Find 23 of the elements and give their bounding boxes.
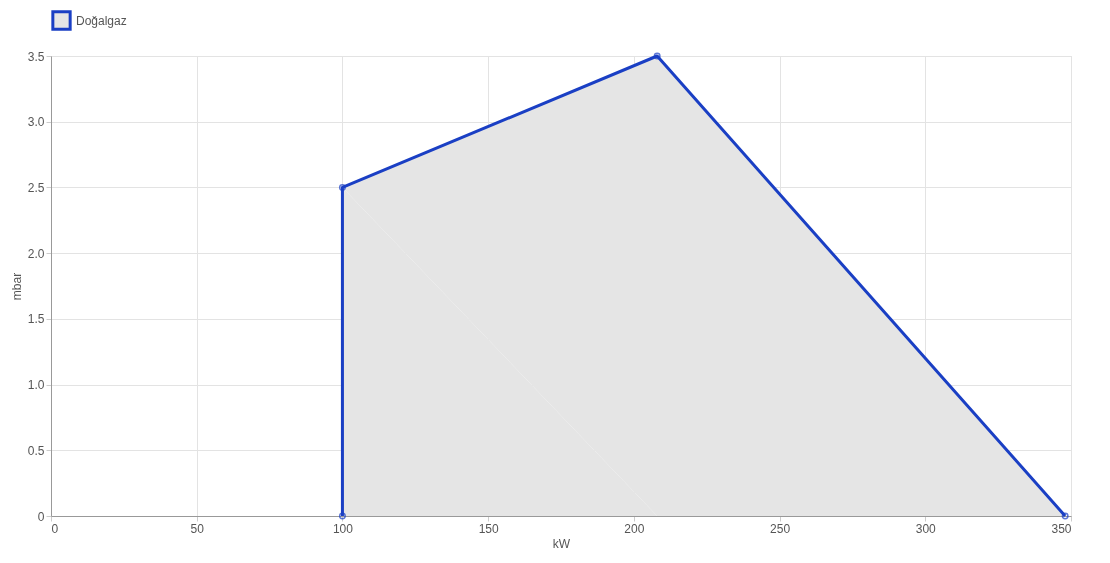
x-tick-label: 200 [624, 521, 645, 536]
point [338, 183, 346, 191]
point [653, 52, 661, 60]
x-tick-label: 300 [915, 521, 937, 536]
x-tick-label: 250 [770, 521, 791, 536]
y-tick-label: 2.5 [27, 180, 45, 195]
legend-label: Doğalgaz [76, 13, 127, 28]
y-tick-label: 0.5 [27, 443, 45, 458]
y-tick-label: 3.0 [27, 115, 45, 130]
y-tick-label: 0 [37, 509, 45, 524]
y-tick-label: 3.5 [27, 49, 45, 64]
point [1061, 512, 1069, 520]
x-tick-label: 50 [190, 521, 205, 536]
x-tick-label: 0 [51, 521, 59, 536]
y-axis-title: mbar [9, 272, 24, 301]
y-tick-label: 1.0 [27, 378, 45, 393]
x-axis-title: kW [552, 536, 571, 551]
x-tick-label: 150 [478, 521, 499, 536]
y-tick-label: 1.5 [27, 312, 45, 327]
y-tick-label: 2.0 [27, 246, 45, 261]
x-tick-label: 100 [332, 521, 354, 536]
x-tick-label: 350 [1051, 521, 1072, 536]
point [338, 512, 346, 520]
